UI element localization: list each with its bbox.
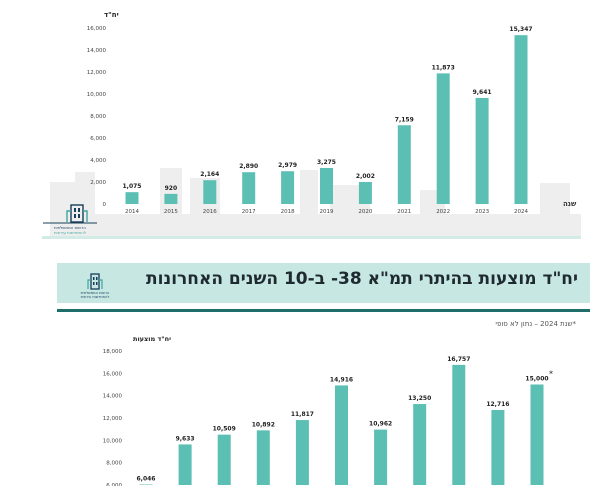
x-tick-label: 2022: [436, 209, 450, 215]
x-tick-label: 2018: [281, 209, 295, 215]
y-tick-label: 8,000: [106, 461, 122, 467]
x-axis-title: שנה: [563, 200, 577, 208]
y-tick-label: 12,000: [103, 416, 123, 422]
value-label: 10,509: [213, 426, 236, 433]
banner-logo-line-2: להתחדשות עירונית: [80, 295, 110, 299]
bar-2: [217, 434, 231, 485]
value-label: 920: [165, 185, 178, 192]
bar-10: [514, 35, 528, 204]
value-label: 6,046: [137, 475, 156, 482]
value-label: 15,347: [509, 26, 532, 33]
value-label: 12,716: [486, 401, 509, 408]
bar-3: [242, 172, 256, 204]
bar-9: [491, 410, 505, 485]
x-tick-label: 2020: [358, 209, 372, 215]
value-label: 11,873: [432, 64, 455, 71]
value-label: 2,979: [278, 162, 297, 169]
chart-bottom-strip: [42, 236, 581, 239]
value-label: 15,000: [525, 376, 548, 383]
x-tick-label: 2015: [164, 209, 178, 215]
value-label: 10,962: [369, 421, 392, 428]
bar-1: [164, 193, 178, 204]
y-tick-label: 0: [103, 202, 107, 208]
value-label: 11,817: [291, 411, 314, 418]
bar-5: [320, 167, 333, 204]
banner-underline: [57, 309, 590, 312]
bar-8: [436, 73, 450, 204]
bar-0: [125, 192, 139, 204]
y-axis-title: יח"ד: [104, 11, 119, 19]
x-tick-label: 2017: [242, 209, 256, 215]
value-labels-2: 6,046 9,633 10,509 10,892 11,817 14,916 10,962…: [137, 356, 553, 483]
value-label: 2,164: [200, 171, 219, 178]
value-label: 2,002: [356, 173, 375, 180]
y-tick-label: 16,000: [87, 26, 107, 32]
value-label: 14,916: [330, 376, 353, 383]
y-tick-label: 8,000: [90, 114, 106, 120]
y-tick-label: 12,000: [87, 70, 107, 76]
value-label: 3,275: [317, 159, 336, 166]
value-labels: 1,075 920 2,164 2,890 2,979 3,275 2,002 7,159 11…: [123, 26, 533, 192]
x-tick-labels: 2014 2015 2016 2017 2018 2019 2020 2021 2022 2023…: [125, 209, 528, 215]
banner-logo-icon: [87, 273, 103, 290]
x-tick-label: 2024: [514, 209, 528, 215]
x-tick-label: 2023: [475, 209, 489, 215]
bar-5: [335, 385, 348, 485]
y-ticks: 0 2,000 4,000 6,000 8,000 10,000 12,000 14,000 1…: [87, 26, 107, 208]
y-ticks-2: 6,000 8,000 10,000 12,000 14,000 16,000 18,000: [103, 349, 123, 486]
bar-4: [295, 420, 309, 485]
logo: הרשות הממשלתית להתחדשות עירונית: [41, 202, 99, 238]
bar-9: [475, 97, 489, 204]
banner-logo-line-1: הרשות הממשלתית: [80, 291, 110, 295]
value-label: 13,250: [408, 395, 431, 402]
bar-7: [397, 125, 411, 204]
y-tick-label: 10,000: [103, 438, 123, 444]
x-tick-label: 2021: [397, 209, 411, 215]
bar-4: [281, 171, 295, 204]
top-chart: יח"ד 0 2,000 4,000 6,000 8,000 10,000 12,000 14…: [50, 11, 581, 238]
y-tick-label: 14,000: [87, 48, 107, 54]
bottom-chart: יח"ד מוצעות 6,000 8,000 10,000 12,000 14,000…: [103, 335, 553, 486]
bar-2: [203, 180, 217, 204]
bar-6: [374, 429, 388, 485]
y-tick-label: 6,000: [90, 136, 106, 142]
value-label: 7,159: [395, 116, 414, 123]
bar-0: [139, 484, 153, 485]
y-tick-label: 14,000: [103, 394, 123, 400]
y-tick-label: 4,000: [90, 158, 106, 164]
bar-6: [358, 181, 372, 204]
building-logo-icon: [43, 204, 97, 224]
y-tick-label: 2,000: [90, 180, 106, 186]
provisional-marker: *: [549, 370, 553, 379]
bars: [125, 35, 528, 204]
bars-2: [139, 364, 544, 485]
value-label: 2,890: [239, 163, 258, 170]
bar-1: [178, 444, 192, 485]
bar-7: [413, 404, 427, 485]
y-tick-label: 18,000: [103, 349, 123, 355]
bar-3: [256, 430, 270, 485]
y-tick-label: 6,000: [106, 483, 122, 486]
bar-8: [452, 364, 466, 485]
logo-line-2: להתחדשות עירונית: [53, 230, 86, 235]
y-axis-title-2: יח"ד מוצעות: [133, 335, 171, 343]
y-tick-label: 16,000: [103, 371, 123, 377]
x-tick-label: 2016: [203, 209, 217, 215]
value-label: 9,641: [473, 89, 492, 96]
y-tick-label: 10,000: [87, 92, 107, 98]
x-tick-label: 2014: [125, 209, 139, 215]
banner-title: יח"ד מוצעות בהיתרי תמ"א 38- ב-10 השנים ה…: [146, 269, 578, 289]
bar-10: [530, 384, 544, 485]
x-tick-label: 2019: [320, 209, 334, 215]
value-label: 1,075: [123, 183, 142, 190]
section-banner: הרשות הממשלתית להתחדשות עירונית יח"ד מוצ…: [57, 263, 590, 303]
value-label: 9,633: [176, 435, 195, 442]
value-label: 10,892: [252, 421, 275, 428]
footnote: *שנת 2024 – נתון לא סופי: [495, 320, 576, 328]
value-label: 16,757: [447, 356, 470, 363]
logo-line-1: הרשות הממשלתית: [53, 225, 86, 230]
